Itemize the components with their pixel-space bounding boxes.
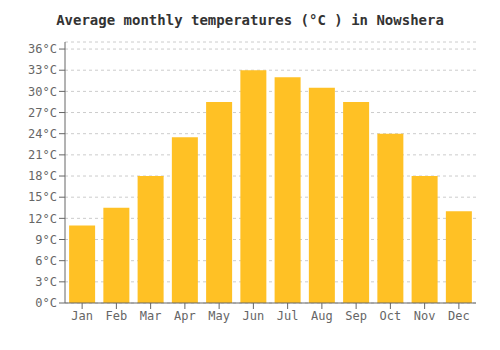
svg-text:Mar: Mar bbox=[140, 309, 162, 323]
svg-text:18°C: 18°C bbox=[28, 169, 57, 183]
svg-text:Dec: Dec bbox=[448, 309, 470, 323]
svg-text:Apr: Apr bbox=[174, 309, 196, 323]
svg-text:Aug: Aug bbox=[311, 309, 333, 323]
svg-text:Feb: Feb bbox=[106, 309, 128, 323]
svg-text:15°C: 15°C bbox=[28, 190, 57, 204]
svg-text:3°C: 3°C bbox=[35, 275, 57, 289]
svg-text:21°C: 21°C bbox=[28, 148, 57, 162]
svg-text:12°C: 12°C bbox=[28, 212, 57, 226]
svg-text:27°C: 27°C bbox=[28, 106, 57, 120]
svg-text:Oct: Oct bbox=[380, 309, 402, 323]
svg-text:6°C: 6°C bbox=[35, 254, 57, 268]
svg-text:Jul: Jul bbox=[277, 309, 299, 323]
svg-text:0°C: 0°C bbox=[35, 296, 57, 310]
svg-text:Jun: Jun bbox=[243, 309, 265, 323]
svg-text:9°C: 9°C bbox=[35, 233, 57, 247]
html-text:Average monthly temperatures (: Average monthly temperatures (°C ) in No… bbox=[56, 12, 444, 28]
svg-text:Sep: Sep bbox=[345, 309, 367, 323]
svg-text:Jan: Jan bbox=[71, 309, 93, 323]
svg-text:36°C: 36°C bbox=[28, 42, 57, 56]
svg-text:24°C: 24°C bbox=[28, 127, 57, 141]
svg-text:Nov: Nov bbox=[414, 309, 436, 323]
svg-text:33°C: 33°C bbox=[28, 63, 57, 77]
svg-text:May: May bbox=[208, 309, 230, 323]
svg-text:30°C: 30°C bbox=[28, 85, 57, 99]
